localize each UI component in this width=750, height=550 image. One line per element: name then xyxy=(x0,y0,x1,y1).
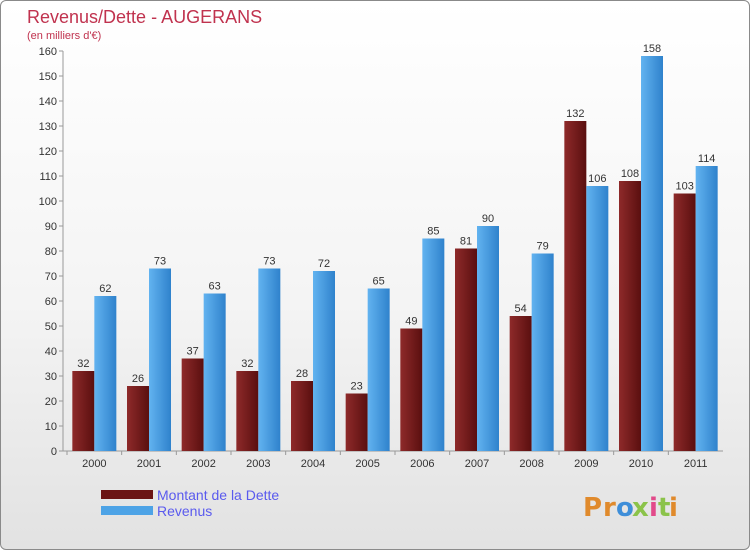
value-label-dette: 32 xyxy=(241,358,253,370)
x-tick-label: 2010 xyxy=(629,458,653,470)
value-label-dette: 81 xyxy=(460,236,472,248)
legend-swatch-dette xyxy=(101,490,153,499)
value-label-revenus: 72 xyxy=(318,258,330,270)
y-tick-label: 40 xyxy=(45,346,57,358)
y-tick-label: 0 xyxy=(51,446,57,458)
bar-revenus xyxy=(367,288,390,451)
x-tick-label: 2000 xyxy=(82,458,106,470)
y-tick-label: 160 xyxy=(39,46,57,58)
bar-revenus xyxy=(94,296,117,451)
y-tick-label: 140 xyxy=(39,96,57,108)
bar-revenus xyxy=(531,253,554,451)
bar-revenus xyxy=(695,166,718,451)
x-tick-label: 2006 xyxy=(410,458,434,470)
logo-letter: i xyxy=(669,493,678,523)
x-tick-label: 2001 xyxy=(137,458,161,470)
value-label-revenus: 90 xyxy=(482,213,494,225)
y-tick-label: 100 xyxy=(39,196,57,208)
logo-letter: r xyxy=(603,493,616,523)
value-label-revenus: 158 xyxy=(643,43,661,55)
logo-letter: x xyxy=(632,493,649,523)
y-tick-label: 80 xyxy=(45,246,57,258)
value-label-revenus: 114 xyxy=(698,153,716,165)
value-label-dette: 103 xyxy=(675,181,693,193)
bar-dette xyxy=(236,371,259,451)
x-tick-label: 2007 xyxy=(465,458,489,470)
bar-dette xyxy=(619,181,641,451)
legend: Montant de la Dette Revenus xyxy=(101,487,279,519)
bar-dette xyxy=(345,393,368,451)
value-label-revenus: 85 xyxy=(427,226,439,238)
value-label-dette: 28 xyxy=(296,368,308,380)
y-tick-label: 130 xyxy=(39,121,57,133)
bar-dette xyxy=(564,121,587,451)
value-label-revenus: 62 xyxy=(99,283,111,295)
y-tick-label: 90 xyxy=(45,221,57,233)
value-label-dette: 32 xyxy=(77,358,89,370)
bar-revenus xyxy=(149,268,171,451)
value-label-dette: 108 xyxy=(621,168,639,180)
y-tick-label: 30 xyxy=(45,371,57,383)
bar-revenus xyxy=(258,268,281,451)
y-tick-label: 60 xyxy=(45,296,57,308)
x-tick-label: 2009 xyxy=(574,458,598,470)
y-tick-label: 150 xyxy=(39,71,57,83)
y-tick-label: 10 xyxy=(45,421,57,433)
x-tick-label: 2011 xyxy=(684,458,708,470)
y-tick-label: 50 xyxy=(45,321,57,333)
logo-letter: o xyxy=(616,493,634,523)
value-label-dette: 37 xyxy=(187,346,199,358)
bar-revenus xyxy=(477,226,499,451)
bar-revenus xyxy=(422,238,445,451)
bar-dette xyxy=(291,381,313,451)
bar-revenus xyxy=(203,293,226,451)
y-tick-label: 120 xyxy=(39,146,57,158)
x-tick-label: 2005 xyxy=(355,458,379,470)
value-label-dette: 23 xyxy=(351,381,363,393)
x-tick-label: 2002 xyxy=(191,458,215,470)
y-tick-label: 70 xyxy=(45,271,57,283)
bars xyxy=(72,56,718,451)
y-tick-label: 20 xyxy=(45,396,57,408)
bar-dette xyxy=(673,193,696,451)
x-tick-label: 2008 xyxy=(519,458,543,470)
bar-revenus xyxy=(586,186,609,451)
x-tick-label: 2004 xyxy=(301,458,325,470)
legend-label-dette: Montant de la Dette xyxy=(157,487,279,503)
axes: 0 10 20 30 40 50 60 70 80 90 100 110 120 130 140 150 160… xyxy=(39,46,723,470)
value-label-dette: 26 xyxy=(132,373,144,385)
value-label-dette: 132 xyxy=(566,108,584,120)
bar-revenus xyxy=(641,56,663,451)
bar-dette xyxy=(181,358,204,451)
x-tick-label: 2003 xyxy=(246,458,270,470)
bar-dette xyxy=(400,328,423,451)
legend-swatch-revenus xyxy=(101,506,153,515)
bar-dette xyxy=(127,386,149,451)
value-label-revenus: 63 xyxy=(209,281,221,293)
value-labels: 32 62 26 73 37 63 32 73 28 72 23 65 49 85 81 90 54 79 132 1… xyxy=(77,43,715,393)
value-label-revenus: 73 xyxy=(154,256,166,268)
logo-letter: i xyxy=(649,493,658,523)
bar-dette xyxy=(72,371,95,451)
value-label-revenus: 79 xyxy=(537,241,549,253)
value-label-dette: 49 xyxy=(405,316,417,328)
bar-revenus xyxy=(313,271,335,451)
value-label-revenus: 65 xyxy=(373,276,385,288)
value-label-dette: 54 xyxy=(515,303,527,315)
legend-label-revenus: Revenus xyxy=(157,503,212,519)
bar-dette xyxy=(509,316,532,451)
logo-letter: P xyxy=(583,493,602,523)
bar-dette xyxy=(455,248,477,451)
logo-letter: t xyxy=(658,493,670,523)
value-label-revenus: 106 xyxy=(588,173,606,185)
value-label-revenus: 73 xyxy=(263,256,275,268)
y-tick-label: 110 xyxy=(39,171,57,183)
chart-title: Revenus/Dette - AUGERANS xyxy=(27,7,263,27)
chart-subtitle: (en milliers d'€) xyxy=(27,30,102,42)
